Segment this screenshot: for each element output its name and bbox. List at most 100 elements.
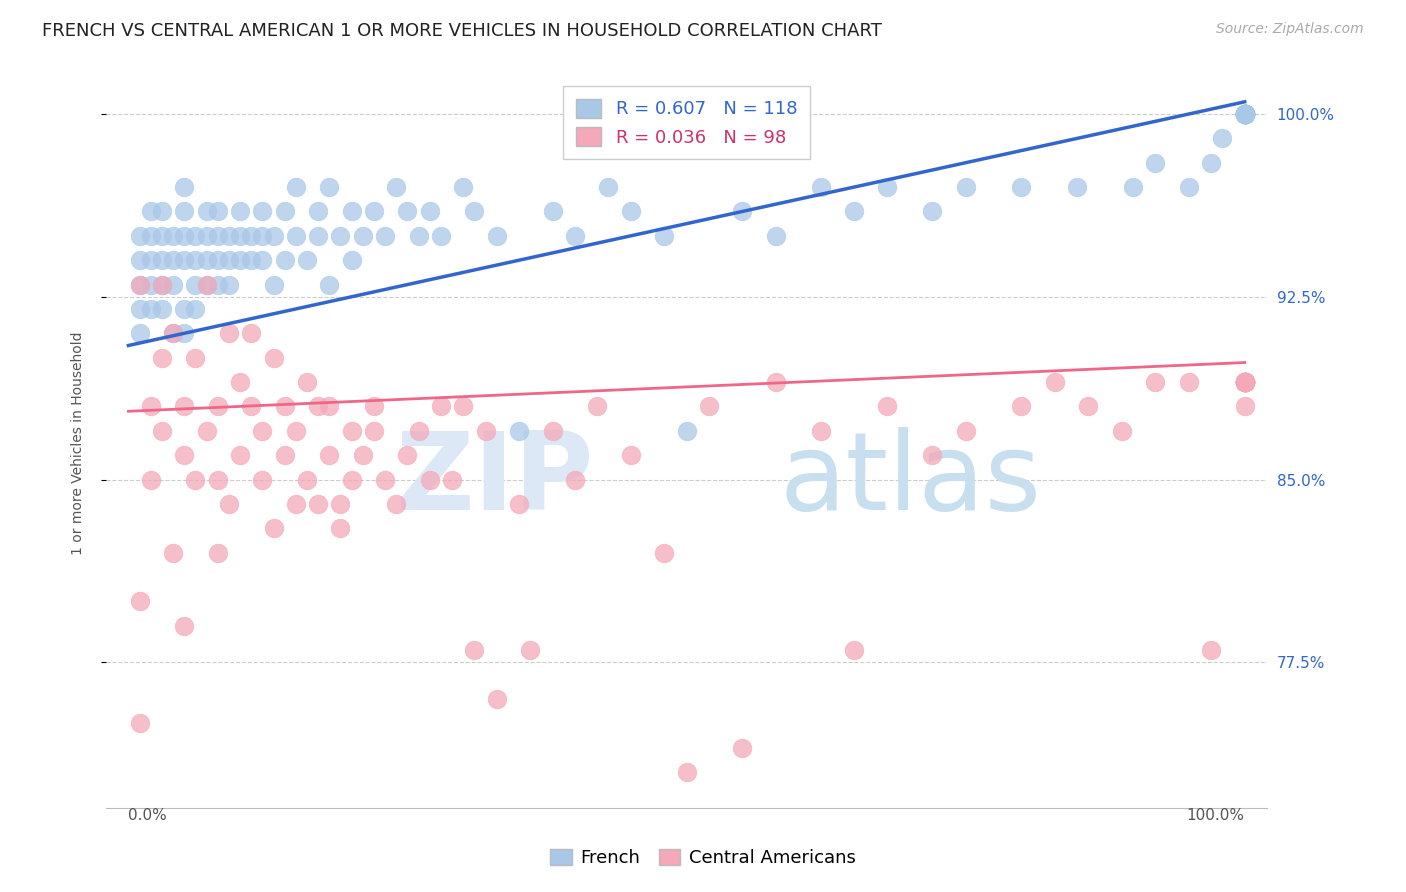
Point (463, 204, 485, 219)
Point (652, 228, 675, 243)
Point (352, 448, 374, 462)
Point (252, 424, 274, 438)
Point (430, 400, 453, 414)
Point (876, 180, 898, 194)
Point (1233, 400, 1256, 414)
Point (1233, 107, 1256, 121)
Point (307, 497, 329, 511)
Point (218, 326, 240, 341)
Point (273, 400, 295, 414)
Point (162, 546, 184, 560)
Point (184, 228, 207, 243)
Point (263, 228, 285, 243)
Point (1233, 107, 1256, 121)
Point (263, 521, 285, 535)
Point (139, 204, 162, 219)
Point (139, 301, 162, 316)
Point (150, 424, 173, 438)
Point (184, 277, 207, 292)
Point (441, 473, 464, 487)
Point (541, 204, 564, 219)
Point (1233, 107, 1256, 121)
Point (1233, 375, 1256, 389)
Point (295, 253, 318, 268)
Point (1233, 375, 1256, 389)
Point (173, 326, 195, 341)
Point (385, 180, 408, 194)
Point (150, 351, 173, 365)
Point (139, 228, 162, 243)
Point (363, 424, 385, 438)
Point (218, 277, 240, 292)
Point (1233, 107, 1256, 121)
Point (229, 204, 252, 219)
Point (150, 277, 173, 292)
Point (195, 424, 218, 438)
Point (162, 228, 184, 243)
Point (173, 180, 195, 194)
Point (1233, 107, 1256, 121)
Point (1233, 375, 1256, 389)
Point (252, 228, 274, 243)
Point (329, 228, 352, 243)
Point (240, 400, 263, 414)
Point (1233, 107, 1256, 121)
Point (765, 228, 787, 243)
Point (374, 228, 396, 243)
Point (675, 424, 697, 438)
Point (162, 326, 184, 341)
Point (128, 253, 150, 268)
Point (1233, 375, 1256, 389)
Point (207, 400, 229, 414)
Text: 100.0%: 100.0% (1187, 808, 1244, 823)
Point (419, 204, 441, 219)
Point (1233, 375, 1256, 389)
Point (162, 253, 184, 268)
Point (1178, 375, 1201, 389)
Point (162, 326, 184, 341)
Point (139, 473, 162, 487)
Point (564, 473, 586, 487)
Point (139, 400, 162, 414)
Point (184, 253, 207, 268)
Point (273, 253, 295, 268)
Point (1233, 107, 1256, 121)
Point (128, 716, 150, 731)
Point (240, 326, 263, 341)
Text: ZIP: ZIP (395, 426, 593, 533)
Point (1233, 375, 1256, 389)
Point (318, 277, 340, 292)
Point (218, 253, 240, 268)
Point (229, 253, 252, 268)
Point (184, 301, 207, 316)
Point (1066, 180, 1088, 194)
Point (128, 301, 150, 316)
Point (1233, 107, 1256, 121)
Point (195, 277, 218, 292)
Point (1199, 643, 1222, 657)
Point (307, 228, 329, 243)
Point (207, 473, 229, 487)
Point (352, 228, 374, 243)
Point (284, 180, 307, 194)
Point (307, 204, 329, 219)
Point (1233, 375, 1256, 389)
Point (318, 400, 340, 414)
Point (921, 448, 943, 462)
Point (842, 643, 865, 657)
Point (620, 448, 643, 462)
Point (284, 228, 307, 243)
Point (396, 204, 419, 219)
Point (385, 497, 408, 511)
Point (1233, 107, 1256, 121)
Point (240, 253, 263, 268)
Point (1233, 107, 1256, 121)
Point (173, 400, 195, 414)
Point (173, 204, 195, 219)
Point (453, 180, 475, 194)
Point (955, 424, 977, 438)
Point (1233, 375, 1256, 389)
Point (453, 400, 475, 414)
Point (810, 424, 832, 438)
Point (229, 228, 252, 243)
